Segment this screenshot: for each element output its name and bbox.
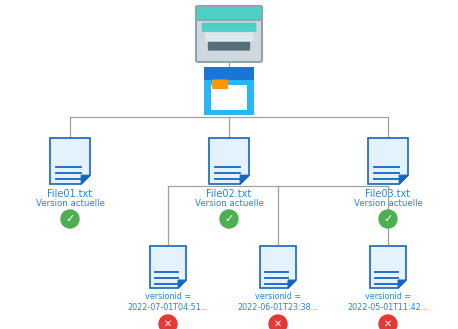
Text: ✕: ✕: [384, 319, 392, 329]
FancyBboxPatch shape: [202, 23, 256, 32]
FancyBboxPatch shape: [196, 6, 262, 62]
Polygon shape: [398, 280, 406, 288]
Circle shape: [269, 315, 287, 329]
Polygon shape: [399, 175, 408, 184]
Circle shape: [379, 315, 397, 329]
Text: Version actuelle: Version actuelle: [195, 199, 263, 208]
Text: ✓: ✓: [224, 214, 234, 224]
Polygon shape: [368, 138, 408, 184]
Polygon shape: [240, 175, 249, 184]
Polygon shape: [150, 246, 186, 288]
Text: Version actuelle: Version actuelle: [36, 199, 104, 208]
Text: ✕: ✕: [164, 319, 172, 329]
Text: ✓: ✓: [65, 214, 75, 224]
FancyBboxPatch shape: [211, 85, 247, 110]
Polygon shape: [178, 280, 186, 288]
Circle shape: [220, 210, 238, 228]
Text: File02.txt: File02.txt: [207, 189, 251, 199]
Text: versionid =
2022-05-01T11:42...: versionid = 2022-05-01T11:42...: [347, 292, 429, 312]
Text: ✓: ✓: [383, 214, 393, 224]
Text: Version actuelle: Version actuelle: [354, 199, 422, 208]
FancyBboxPatch shape: [204, 67, 254, 115]
Text: versionid =
2022-07-01T04:51...: versionid = 2022-07-01T04:51...: [127, 292, 209, 312]
FancyBboxPatch shape: [208, 42, 250, 51]
Circle shape: [159, 315, 177, 329]
Text: versionid =
2022-06-01T23:38...: versionid = 2022-06-01T23:38...: [237, 292, 319, 312]
Polygon shape: [209, 138, 249, 184]
Text: File01.txt: File01.txt: [48, 189, 93, 199]
FancyBboxPatch shape: [204, 67, 254, 80]
Polygon shape: [370, 246, 406, 288]
Polygon shape: [81, 175, 90, 184]
FancyBboxPatch shape: [196, 6, 262, 20]
Polygon shape: [288, 280, 296, 288]
Text: File03.txt: File03.txt: [365, 189, 410, 199]
Text: ✕: ✕: [274, 319, 282, 329]
Polygon shape: [260, 246, 296, 288]
FancyBboxPatch shape: [212, 79, 228, 89]
Polygon shape: [50, 138, 90, 184]
Circle shape: [61, 210, 79, 228]
FancyBboxPatch shape: [205, 33, 253, 41]
Circle shape: [379, 210, 397, 228]
